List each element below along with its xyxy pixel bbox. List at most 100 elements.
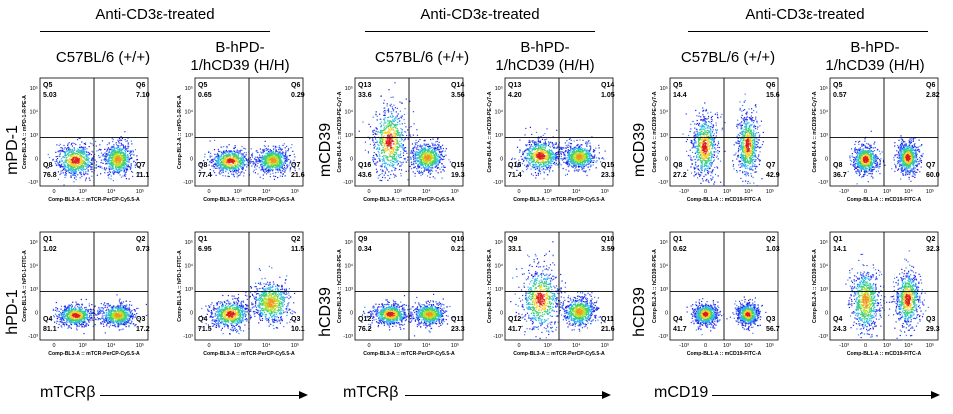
event-dot (264, 159, 266, 161)
event-dot (70, 164, 72, 166)
event-dot (63, 305, 65, 308)
event-dot (251, 155, 253, 157)
event-dot (110, 317, 112, 320)
event-dot (235, 154, 237, 156)
event-dot (235, 171, 237, 173)
event-dot (283, 170, 285, 172)
event-dot (122, 153, 125, 155)
event-dot (74, 166, 76, 168)
event-dot (234, 160, 237, 162)
event-dot (62, 156, 64, 159)
event-dot (79, 316, 81, 318)
event-dot (275, 154, 278, 156)
event-dot (289, 170, 291, 172)
event-dot (233, 308, 235, 310)
event-dot (239, 322, 241, 324)
event-dot (89, 164, 91, 167)
event-dot (220, 172, 223, 174)
event-dot (273, 175, 275, 177)
event-dot (88, 157, 90, 160)
event-dot (76, 162, 78, 164)
event-dot (223, 311, 225, 313)
event-dot (119, 157, 121, 159)
event-dot (119, 311, 121, 314)
event-dot (61, 147, 63, 149)
event-dot (68, 307, 71, 309)
event-dot (263, 145, 265, 147)
event-dot (65, 160, 68, 162)
event-dot (119, 150, 121, 153)
event-dot (119, 138, 121, 140)
event-dot (84, 146, 86, 148)
event-dot (227, 319, 229, 321)
event-dot (121, 137, 124, 140)
event-dot (64, 176, 66, 179)
event-dot (223, 313, 226, 315)
event-dot (123, 174, 126, 176)
event-dot (234, 315, 236, 317)
event-dot (121, 157, 123, 159)
event-dot (87, 161, 89, 163)
event-dot (273, 155, 276, 157)
quadrant-name: Q3 (136, 316, 145, 323)
event-dot (238, 325, 241, 327)
event-dot (214, 158, 216, 160)
event-dot (264, 156, 266, 158)
event-dot (257, 162, 259, 164)
event-dot (61, 312, 63, 314)
event-dot (105, 156, 107, 158)
event-dot (233, 154, 235, 156)
event-dot (261, 168, 263, 171)
event-dot (68, 306, 70, 308)
event-dot (278, 169, 280, 171)
event-dot (265, 156, 267, 158)
event-dot (227, 155, 229, 157)
event-dot (131, 153, 133, 155)
event-dot (270, 169, 272, 171)
event-dot (242, 158, 245, 160)
event-dot (57, 163, 60, 165)
event-dot (91, 166, 93, 168)
event-dot (80, 306, 82, 308)
event-dot (114, 150, 117, 152)
event-dot (88, 316, 90, 319)
event-dot (225, 170, 227, 173)
event-dot (231, 154, 233, 156)
event-dot (121, 158, 123, 160)
event-dot (124, 318, 126, 320)
event-dot (115, 168, 117, 170)
event-dot (125, 177, 128, 180)
event-dot (82, 165, 84, 168)
event-dot (274, 147, 276, 149)
event-dot (224, 166, 226, 169)
event-dot (92, 158, 94, 160)
event-dot (74, 168, 76, 171)
event-dot (69, 313, 71, 316)
event-dot (260, 160, 262, 163)
event-dot (101, 315, 103, 317)
event-dot (116, 311, 118, 313)
event-dot (100, 317, 103, 319)
event-dot (211, 160, 214, 162)
event-dot (252, 162, 254, 164)
event-dot (103, 318, 105, 320)
event-dot (78, 155, 81, 157)
event-dot (79, 164, 82, 166)
event-dot (115, 326, 117, 328)
event-dot (63, 167, 66, 169)
event-dot (212, 158, 215, 160)
event-dot (221, 164, 223, 166)
event-dot (113, 149, 115, 151)
event-dot (58, 144, 60, 147)
event-dot (68, 151, 70, 153)
event-dot (100, 161, 103, 164)
event-dot (117, 139, 119, 141)
event-dot (70, 321, 72, 324)
event-dot (118, 167, 120, 169)
event-dot (109, 310, 111, 312)
event-dot (227, 308, 229, 311)
event-dot (111, 159, 113, 161)
event-dot (111, 315, 113, 317)
event-dot (270, 165, 272, 168)
event-dot (212, 325, 214, 327)
